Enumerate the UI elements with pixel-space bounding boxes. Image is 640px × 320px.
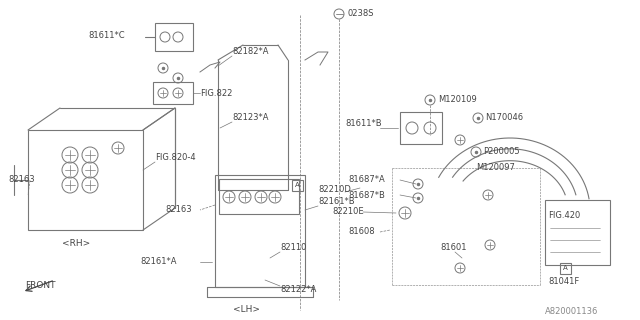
Text: 82163: 82163 bbox=[165, 205, 191, 214]
Text: <LH>: <LH> bbox=[233, 305, 260, 314]
Text: 82110: 82110 bbox=[280, 244, 307, 252]
Text: 81041F: 81041F bbox=[548, 277, 579, 286]
Text: 82161*B: 82161*B bbox=[318, 197, 355, 206]
Bar bbox=[545, 200, 610, 265]
Text: 81611*B: 81611*B bbox=[345, 119, 381, 129]
Text: 81687*A: 81687*A bbox=[348, 175, 385, 185]
Text: FIG.822: FIG.822 bbox=[200, 89, 232, 98]
Bar bbox=[559, 262, 570, 274]
Text: A: A bbox=[563, 265, 568, 271]
Bar bbox=[155, 23, 193, 51]
Bar bbox=[153, 82, 193, 104]
Text: FIG.820-4: FIG.820-4 bbox=[155, 154, 196, 163]
Text: 81611*C: 81611*C bbox=[88, 30, 125, 39]
Bar bbox=[291, 180, 303, 190]
Bar bbox=[215, 175, 305, 287]
Text: 81601: 81601 bbox=[440, 244, 467, 252]
Text: P200005: P200005 bbox=[483, 148, 520, 156]
Text: 0238S: 0238S bbox=[348, 10, 374, 19]
Text: A: A bbox=[294, 182, 300, 188]
Text: <RH>: <RH> bbox=[62, 238, 90, 247]
Text: 82161*A: 82161*A bbox=[140, 258, 177, 267]
Bar bbox=[400, 112, 442, 144]
Text: N170046: N170046 bbox=[485, 114, 523, 123]
Text: 81608: 81608 bbox=[348, 228, 374, 236]
Text: 82123*A: 82123*A bbox=[232, 114, 269, 123]
Text: 82210D: 82210D bbox=[318, 186, 351, 195]
Text: 82210E: 82210E bbox=[332, 207, 364, 217]
Text: M120097: M120097 bbox=[476, 164, 515, 172]
Text: 82182*A: 82182*A bbox=[232, 47, 269, 57]
Text: 82122*A: 82122*A bbox=[280, 285, 316, 294]
Text: 82163: 82163 bbox=[8, 175, 35, 185]
Text: 81687*B: 81687*B bbox=[348, 190, 385, 199]
Text: FRONT: FRONT bbox=[25, 282, 55, 291]
Text: M120109: M120109 bbox=[438, 95, 477, 105]
Bar bbox=[28, 130, 143, 230]
Bar bbox=[219, 179, 299, 214]
Text: FIG.420: FIG.420 bbox=[548, 212, 580, 220]
Text: A820001136: A820001136 bbox=[545, 308, 598, 316]
